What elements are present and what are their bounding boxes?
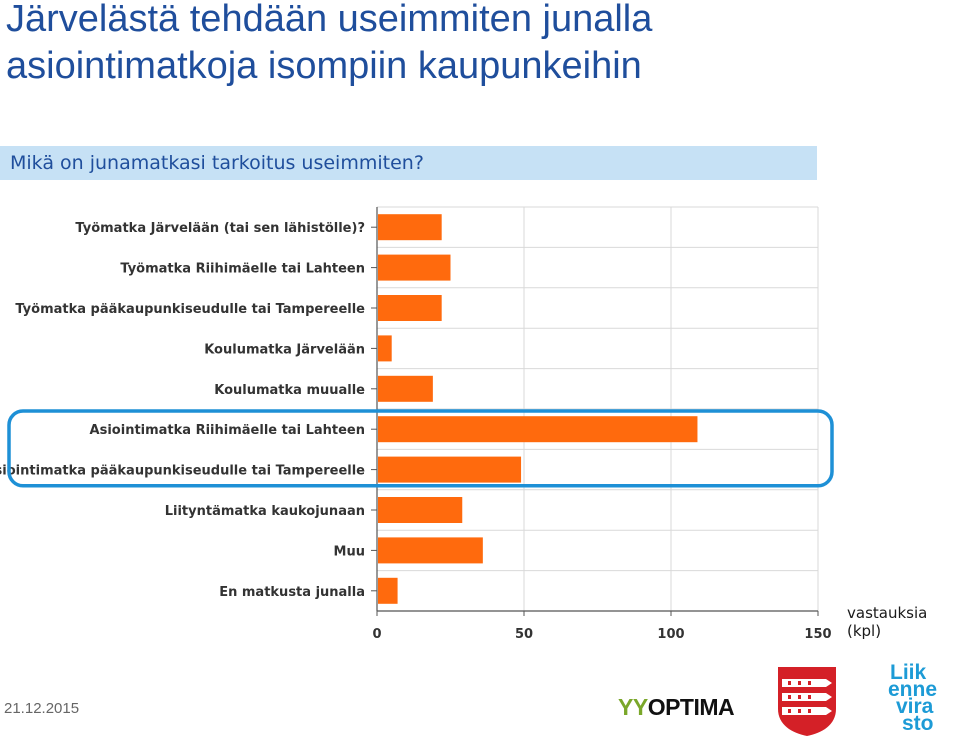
y-tick-label: Työmatka Järvelään (tai sen lähistölle)? bbox=[75, 221, 365, 236]
x-tick-label: 150 bbox=[804, 627, 831, 642]
bar bbox=[378, 577, 398, 604]
bar bbox=[378, 497, 463, 523]
lv-logo-line: vira bbox=[896, 695, 934, 718]
liikennevirasto-logo: Liik enne vira sto bbox=[884, 661, 954, 735]
y-tick-label: Työmatka Riihimäelle tai Lahteen bbox=[120, 262, 365, 277]
lv-logo-line: sto bbox=[902, 712, 934, 735]
y-tick-label: Koulumatka Järvelään bbox=[204, 342, 365, 357]
question-banner: Mikä on junamatkasi tarkoitus useimmiten… bbox=[0, 146, 817, 180]
lv-logo-line: Liik bbox=[890, 661, 927, 684]
title-line-1: Järvelästä tehdään useimmiten junalla bbox=[6, 0, 653, 40]
y-tick-label: Asiointimatka pääkaupunkiseudulle tai Ta… bbox=[0, 464, 365, 479]
bar bbox=[378, 375, 433, 402]
lv-logo-line: enne bbox=[888, 678, 938, 701]
bar bbox=[378, 537, 483, 564]
x-tick-label: 0 bbox=[372, 627, 381, 642]
bar bbox=[378, 335, 392, 362]
highlight-box bbox=[7, 409, 834, 488]
bar bbox=[378, 295, 442, 321]
bar-chart: Työmatka Järvelään (tai sen lähistölle)?… bbox=[0, 206, 834, 642]
bar bbox=[378, 416, 698, 443]
coat-of-arms-logo bbox=[778, 667, 836, 736]
y-tick-label: Muu bbox=[334, 544, 365, 559]
page-title: Järvelästä tehdään useimmiten junalla as… bbox=[6, 0, 956, 90]
y-tick-label: Liityntämatka kaukojunaan bbox=[165, 504, 365, 519]
bar bbox=[378, 254, 451, 281]
yyoptima-logo: YYOPTIMA bbox=[618, 694, 735, 720]
x-tick-label: 100 bbox=[657, 627, 684, 642]
y-tick-label: Koulumatka muualle bbox=[214, 383, 365, 398]
y-tick-label: En matkusta junalla bbox=[219, 585, 365, 600]
y-tick-label: Työmatka pääkaupunkiseudulle tai Tampere… bbox=[15, 302, 365, 317]
title-line-2: asiointimatkoja isompiin kaupunkeihin bbox=[6, 45, 642, 87]
bar bbox=[378, 214, 442, 241]
date-label: 21.12.2015 bbox=[4, 700, 80, 717]
bar bbox=[378, 456, 522, 483]
x-axis-label: vastauksia (kpl) bbox=[847, 604, 928, 640]
x-tick-label: 50 bbox=[515, 627, 533, 642]
y-tick-label: Asiointimatka Riihimäelle tai Lahteen bbox=[90, 423, 365, 438]
